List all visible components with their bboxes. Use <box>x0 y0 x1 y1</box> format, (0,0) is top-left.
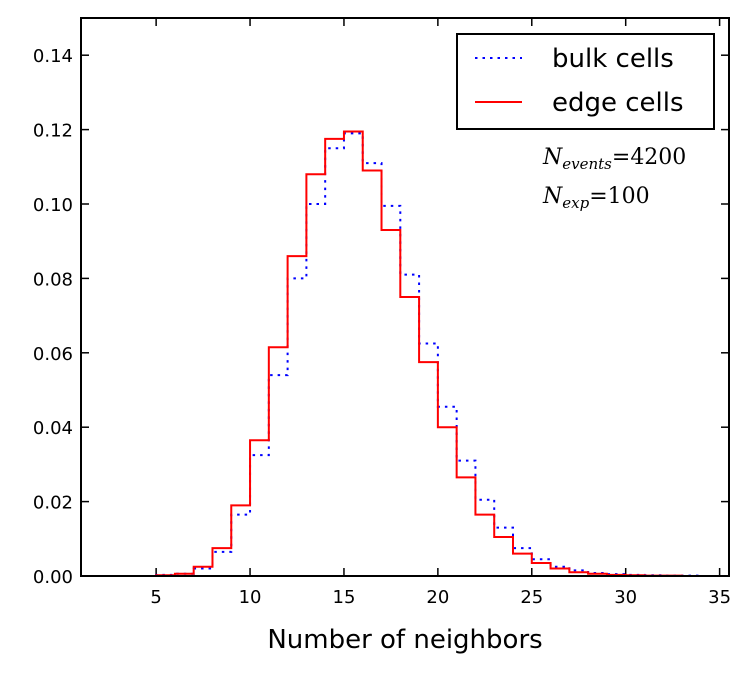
y-tick-label: 0.08 <box>33 269 73 290</box>
y-tick-label: 0.04 <box>33 418 73 439</box>
x-tick-label: 25 <box>520 587 543 608</box>
annotation-equals: = <box>589 184 607 209</box>
legend-label-bulk-cells: bulk cells <box>552 44 674 74</box>
x-tick-label: 15 <box>333 587 356 608</box>
tick-label-layer: 5 10 15 20 25 30 35 0.00 0.02 0.04 0.06 0.08 0.10 0.1… <box>33 46 731 608</box>
y-tick-label: 0.10 <box>33 195 73 216</box>
legend: bulk cells edge cells <box>456 33 715 130</box>
annotation-subscript: exp <box>562 194 589 212</box>
annotation-equals: = <box>612 145 630 170</box>
annotation-n-events: Nevents=4200 <box>542 145 686 173</box>
y-tick-label: 0.06 <box>33 344 73 365</box>
plot-frame <box>80 17 730 577</box>
annotation-value: 100 <box>608 184 650 209</box>
legend-label-edge-cells: edge cells <box>552 88 684 118</box>
annotation-symbol: N <box>542 184 563 209</box>
y-tick-label: 0.00 <box>33 567 73 588</box>
series-line-edge-cells <box>81 130 720 577</box>
x-axis-title: Number of neighbors <box>267 625 542 655</box>
x-tick-label: 35 <box>708 587 731 608</box>
x-tick-label: 5 <box>150 587 161 608</box>
y-tick-label: 0.12 <box>33 121 73 142</box>
annotation-subscript: events <box>562 155 612 173</box>
x-tick-label: 10 <box>239 587 262 608</box>
annotation-value: 4200 <box>630 145 686 170</box>
x-tick-label: 20 <box>426 587 449 608</box>
annotation-n-exp: Nexp=100 <box>542 184 650 212</box>
y-tick-label: 0.14 <box>33 46 73 67</box>
x-tick-label: 30 <box>614 587 637 608</box>
series-layer <box>81 130 720 577</box>
legend-box <box>456 33 715 130</box>
y-tick-label: 0.02 <box>33 493 73 514</box>
annotation-symbol: N <box>542 145 563 170</box>
